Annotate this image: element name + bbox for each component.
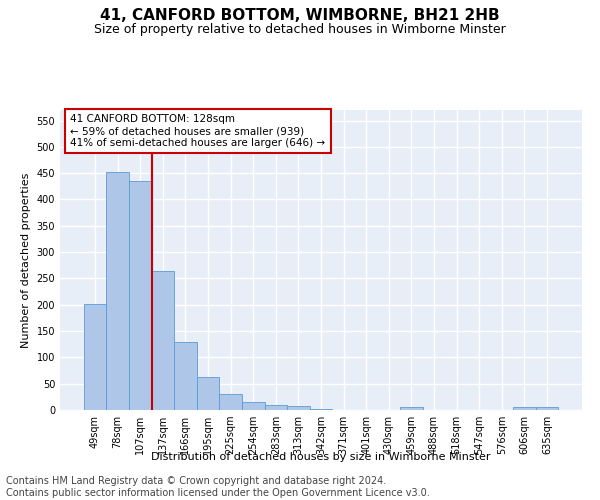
Bar: [536, 408, 558, 410]
Bar: [84, 304, 106, 410]
Text: Distribution of detached houses by size in Wimborne Minster: Distribution of detached houses by size …: [151, 452, 491, 462]
Text: Size of property relative to detached houses in Wimborne Minster: Size of property relative to detached ho…: [94, 22, 506, 36]
Bar: [513, 407, 536, 410]
Bar: [400, 408, 422, 410]
Text: 41 CANFORD BOTTOM: 128sqm
← 59% of detached houses are smaller (939)
41% of semi: 41 CANFORD BOTTOM: 128sqm ← 59% of detac…: [70, 114, 326, 148]
Bar: [197, 378, 220, 410]
Y-axis label: Number of detached properties: Number of detached properties: [21, 172, 31, 348]
Bar: [310, 409, 332, 410]
Bar: [242, 402, 265, 410]
Bar: [287, 406, 310, 410]
Bar: [174, 342, 197, 410]
Bar: [106, 172, 129, 410]
Bar: [129, 181, 152, 410]
Bar: [220, 394, 242, 410]
Text: Contains HM Land Registry data © Crown copyright and database right 2024.
Contai: Contains HM Land Registry data © Crown c…: [6, 476, 430, 498]
Bar: [265, 404, 287, 410]
Text: 41, CANFORD BOTTOM, WIMBORNE, BH21 2HB: 41, CANFORD BOTTOM, WIMBORNE, BH21 2HB: [100, 8, 500, 22]
Bar: [152, 270, 174, 410]
